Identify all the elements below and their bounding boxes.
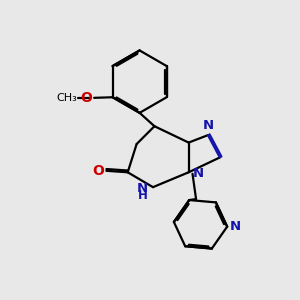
Text: N: N	[193, 167, 204, 180]
Text: O: O	[80, 91, 92, 105]
Text: N: N	[229, 220, 240, 233]
Text: N: N	[136, 182, 148, 195]
Text: CH₃: CH₃	[56, 93, 77, 103]
Text: H: H	[138, 189, 148, 202]
Text: O: O	[92, 164, 104, 178]
Text: N: N	[202, 118, 214, 132]
